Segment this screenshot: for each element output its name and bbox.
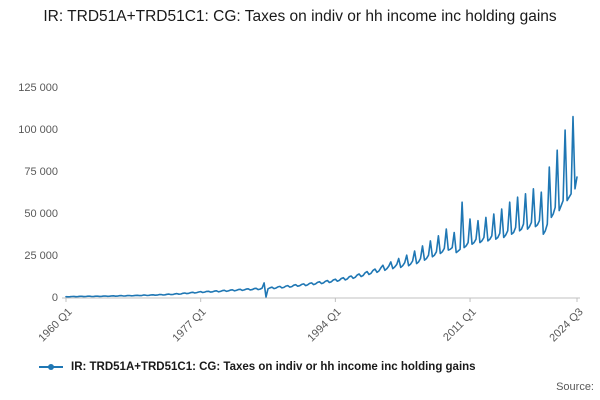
y-tick-label: 125 000 [18,82,58,94]
y-tick-label: 25 000 [24,250,58,262]
series-line [65,115,578,298]
legend-line-icon [39,364,63,370]
legend-label: IR: TRD51A+TRD51C1: CG: Taxes on indiv o… [71,361,476,373]
legend: IR: TRD51A+TRD51C1: CG: Taxes on indiv o… [38,361,476,373]
y-tick-label: 75 000 [24,166,58,178]
source-label: Source: [556,381,594,393]
y-tick-label: 0 [51,292,58,304]
y-tick-label: 100 000 [18,124,58,136]
y-tick-label: 50 000 [24,208,58,220]
chart-title: IR: TRD51A+TRD51C1: CG: Taxes on indiv o… [43,8,557,25]
